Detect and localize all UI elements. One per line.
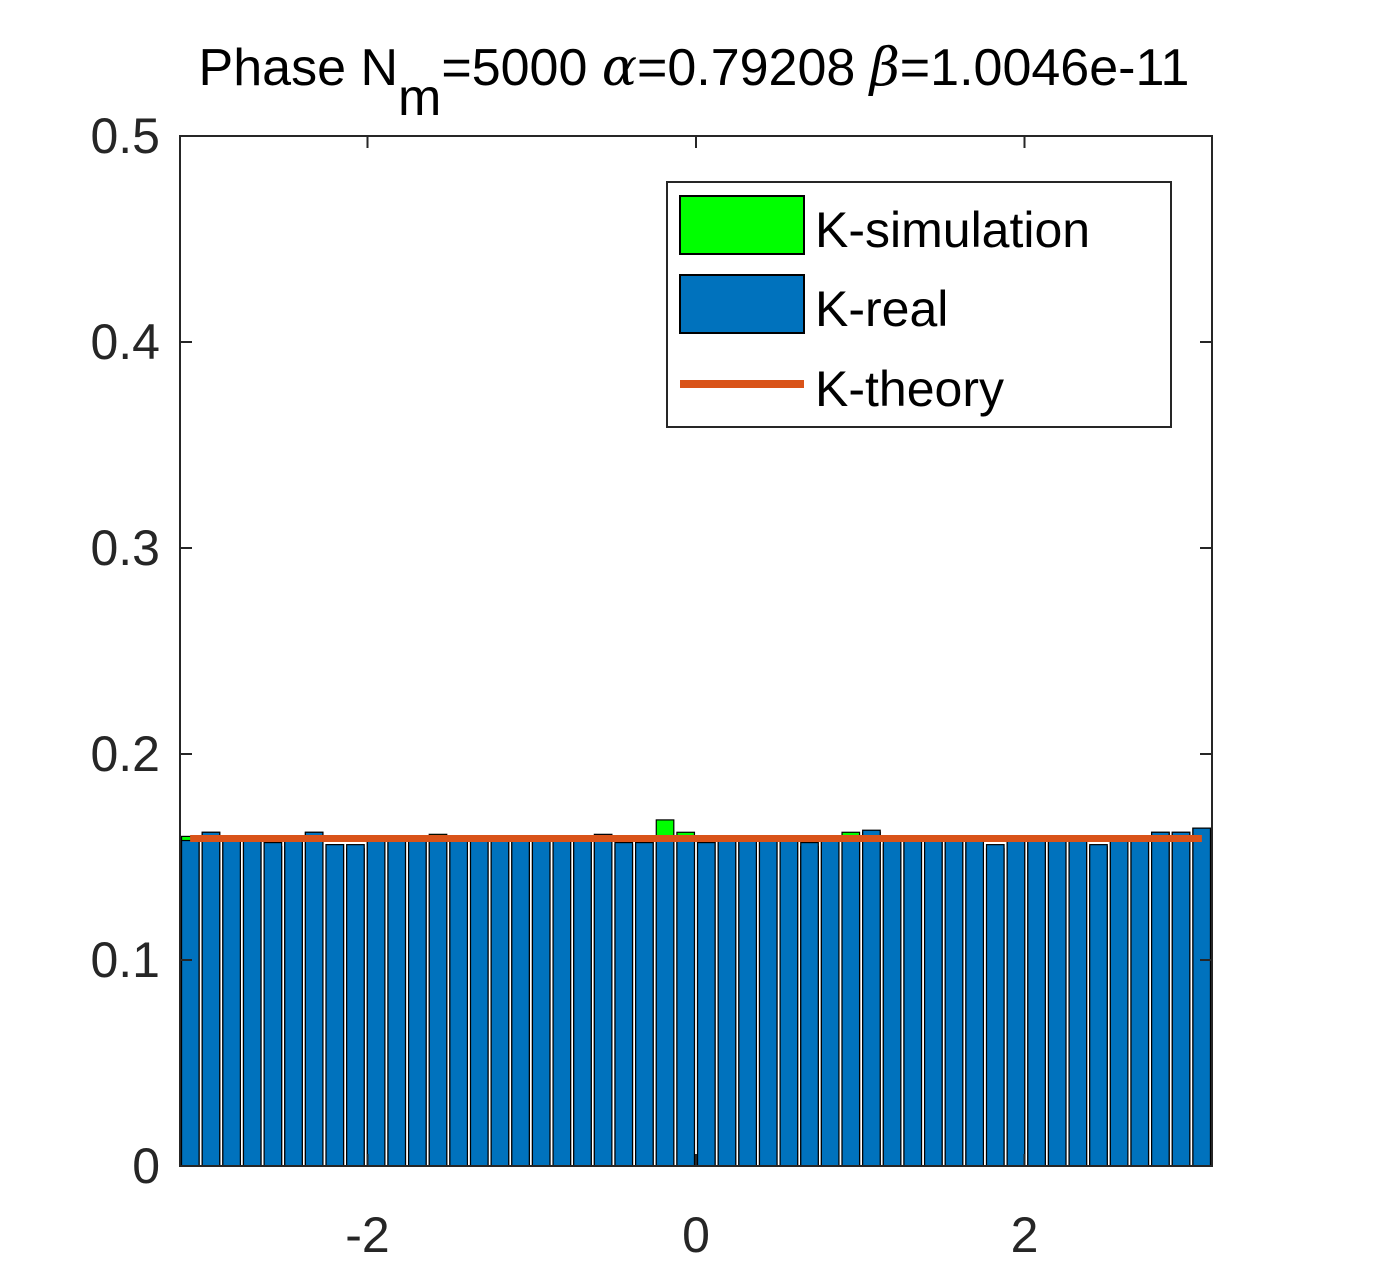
title-subscript: m <box>398 69 441 127</box>
y-tick-label: 0.1 <box>90 932 160 988</box>
k-real-bar <box>1192 827 1212 1167</box>
k-real-bar <box>985 844 1005 1167</box>
k-real-bar <box>387 839 407 1167</box>
x-tick-label: -2 <box>345 1207 389 1263</box>
k-real-bar <box>511 835 530 1167</box>
k-real-bar <box>903 839 923 1167</box>
k-real-bar <box>923 839 943 1167</box>
k-real-bar <box>346 844 365 1167</box>
tick-labels: 0 0.1 0.2 0.3 0.4 0.5 -2 0 2 <box>90 108 1038 1263</box>
k-real-bar <box>738 839 757 1167</box>
y-tick-label: 0.4 <box>90 314 160 370</box>
k-real-bar <box>841 835 861 1167</box>
legend-label-k-simulation: K-simulation <box>815 202 1090 258</box>
k-real-bars <box>180 827 1212 1167</box>
k-real-bar <box>820 839 840 1167</box>
k-real-bar <box>573 839 592 1167</box>
title-alpha-value: =0.79208 <box>637 39 870 97</box>
k-real-bar <box>325 844 345 1167</box>
k-real-bar <box>1130 839 1150 1167</box>
title-beta-value: =1.0046e-11 <box>900 39 1190 97</box>
k-real-bar <box>593 833 613 1167</box>
k-real-bar <box>552 839 572 1167</box>
k-real-bar <box>965 839 985 1167</box>
y-tick-label: 0.5 <box>90 108 160 164</box>
title-nm-value: =5000 <box>441 39 602 97</box>
k-real-bar <box>1047 839 1067 1167</box>
k-real-bar <box>676 835 696 1167</box>
k-real-bar <box>1006 839 1026 1167</box>
legend-swatch-k-simulation <box>679 195 805 255</box>
k-real-bar <box>263 841 283 1167</box>
k-real-bar <box>366 835 386 1167</box>
x-tick-label: 2 <box>1011 1207 1039 1263</box>
k-real-bar <box>862 829 881 1167</box>
k-real-bar <box>428 835 448 1167</box>
k-real-bar <box>284 839 303 1167</box>
legend-swatch-k-real <box>679 274 805 334</box>
k-real-bar <box>717 835 737 1167</box>
k-real-bar <box>449 835 469 1167</box>
k-real-bar <box>1027 839 1046 1167</box>
k-real-bar <box>490 839 510 1167</box>
k-real-bar <box>944 839 964 1167</box>
k-real-bar <box>882 839 902 1167</box>
axes <box>179 135 1213 1167</box>
k-real-bar <box>758 839 778 1167</box>
k-real-bar <box>304 831 324 1167</box>
k-real-bar <box>531 839 551 1167</box>
x-tick-label: 0 <box>682 1207 710 1263</box>
k-real-bar <box>696 841 716 1167</box>
y-tick-label: 0.2 <box>90 726 160 782</box>
chart-title: Phase Nm=5000 α=0.79208 β=1.0046e-11 <box>199 38 1190 127</box>
k-real-bar <box>635 841 654 1167</box>
k-real-bar <box>1171 831 1191 1167</box>
legend-label-k-theory: K-theory <box>815 361 1004 417</box>
k-real-bar <box>1068 835 1088 1167</box>
legend-label-k-real: K-real <box>815 281 948 337</box>
k-real-bar <box>1089 844 1108 1167</box>
k-real-bar <box>407 839 427 1167</box>
k-real-bar <box>222 839 241 1167</box>
y-tick-label: 0 <box>132 1138 160 1194</box>
k-real-bar <box>242 839 262 1167</box>
title-beta-symbol: β <box>868 38 900 98</box>
k-real-bar <box>469 835 489 1167</box>
k-real-bar <box>1151 831 1170 1167</box>
k-real-bar <box>779 839 799 1167</box>
legend: K-simulation K-real K-theory <box>666 181 1172 428</box>
title-prefix: Phase N <box>199 39 398 97</box>
y-tick-label: 0.3 <box>90 520 160 576</box>
k-real-bar <box>800 841 819 1167</box>
k-real-bar <box>655 839 675 1167</box>
k-real-bar <box>201 831 221 1167</box>
k-real-bar <box>614 841 634 1167</box>
k-real-bar <box>1109 839 1129 1167</box>
k-real-bar <box>180 839 200 1167</box>
title-alpha-symbol: α <box>602 38 637 98</box>
